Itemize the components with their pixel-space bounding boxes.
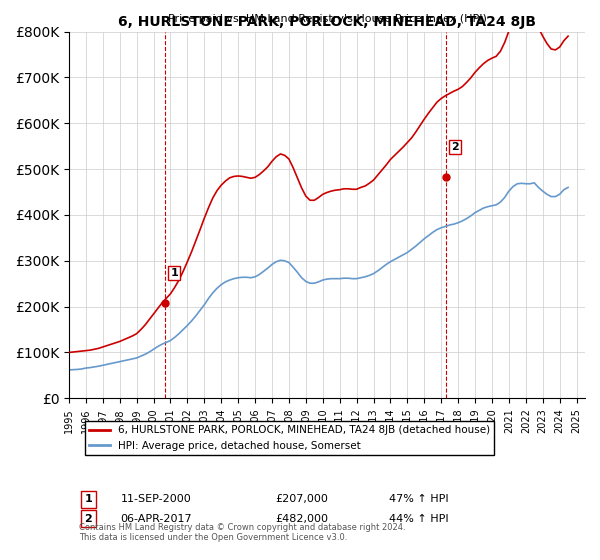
Text: £207,000: £207,000	[275, 494, 328, 504]
Text: 11-SEP-2000: 11-SEP-2000	[121, 494, 191, 504]
Text: £482,000: £482,000	[275, 514, 328, 524]
Text: 06-APR-2017: 06-APR-2017	[121, 514, 192, 524]
Text: 2: 2	[451, 142, 458, 152]
Text: 44% ↑ HPI: 44% ↑ HPI	[389, 514, 449, 524]
Text: 1: 1	[85, 494, 92, 504]
Legend: 6, HURLSTONE PARK, PORLOCK, MINEHEAD, TA24 8JB (detached house), HPI: Average pr: 6, HURLSTONE PARK, PORLOCK, MINEHEAD, TA…	[85, 421, 494, 455]
Title: 6, HURLSTONE PARK, PORLOCK, MINEHEAD, TA24 8JB: 6, HURLSTONE PARK, PORLOCK, MINEHEAD, TA…	[118, 15, 536, 29]
Text: Contains HM Land Registry data © Crown copyright and database right 2024.
This d: Contains HM Land Registry data © Crown c…	[79, 522, 406, 542]
Text: Price paid vs. HM Land Registry's House Price Index (HPI): Price paid vs. HM Land Registry's House …	[167, 14, 487, 24]
Text: 2: 2	[85, 514, 92, 524]
Text: 1: 1	[170, 268, 178, 278]
Text: 47% ↑ HPI: 47% ↑ HPI	[389, 494, 449, 504]
